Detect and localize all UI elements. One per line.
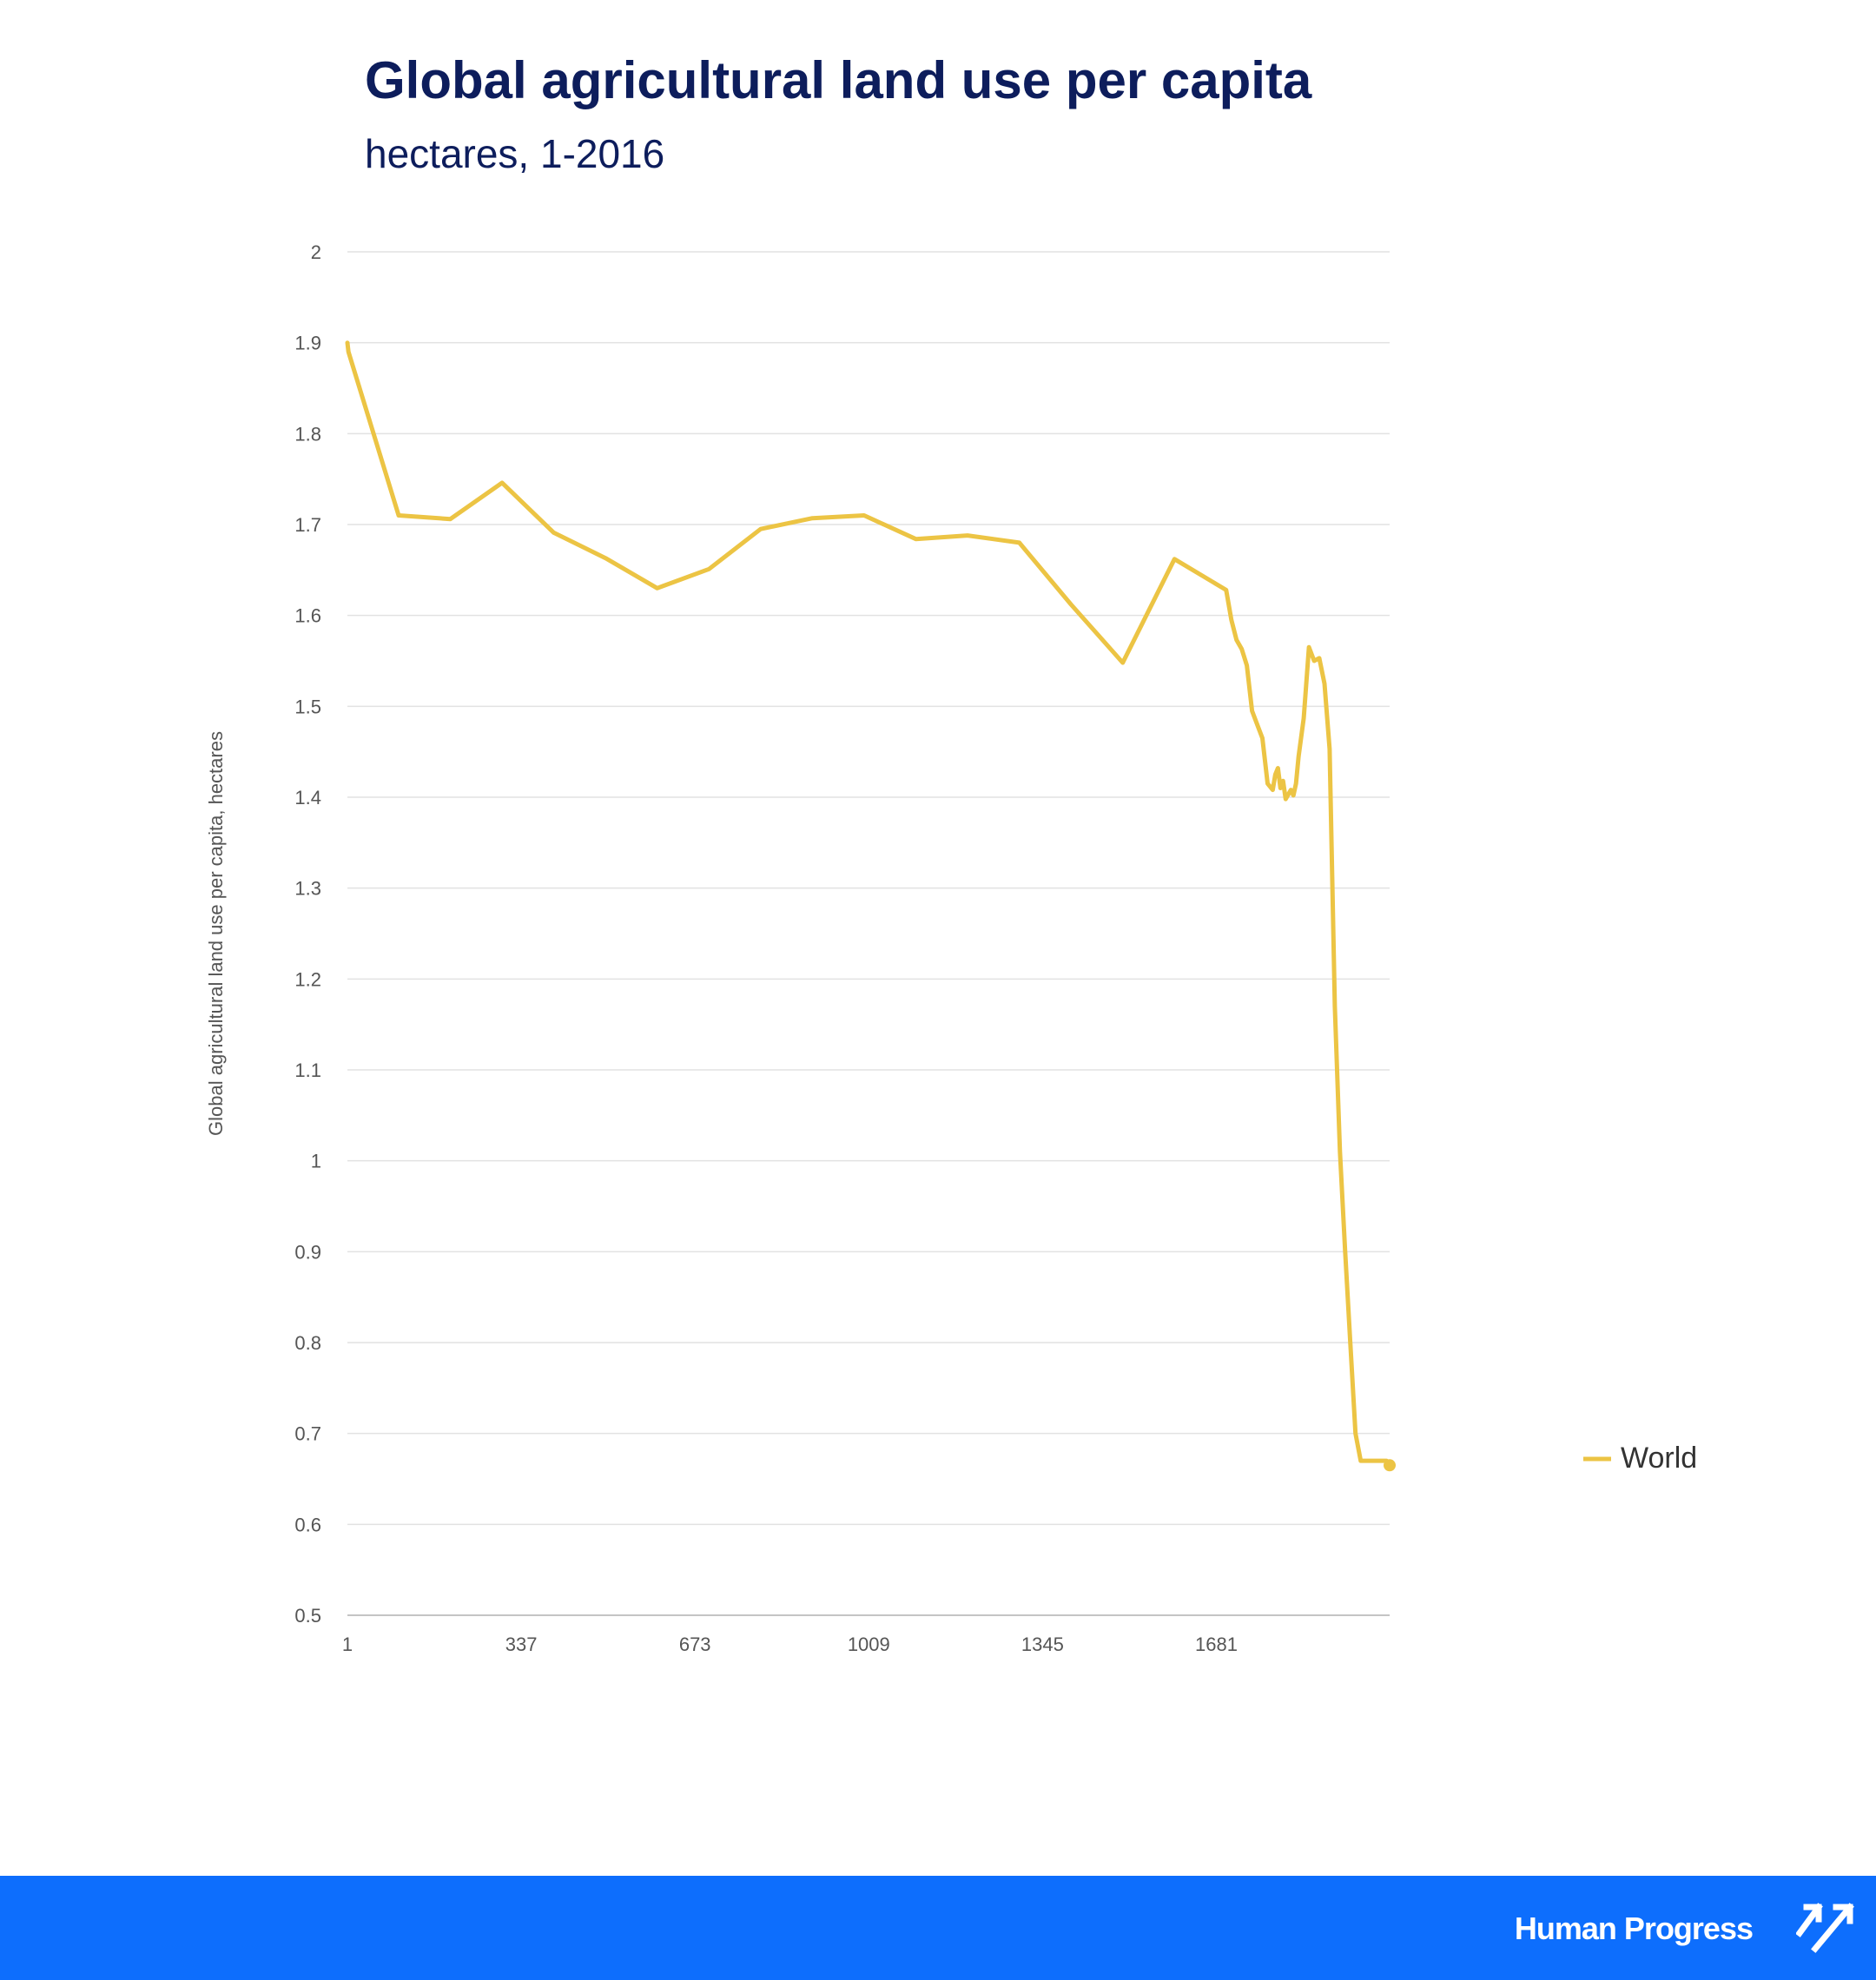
series-line-world[interactable] (345, 340, 1392, 1468)
x-tick-label: 673 (679, 1634, 711, 1655)
y-tick-label: 1 (311, 1151, 321, 1172)
x-tick-label: 1009 (848, 1634, 890, 1655)
x-tick-label: 337 (505, 1634, 538, 1655)
legend[interactable]: World (1583, 1442, 1697, 1475)
y-tick-label: 0.6 (294, 1514, 321, 1535)
x-tick-label: 1681 (1195, 1634, 1238, 1655)
y-tick-label: 0.8 (294, 1332, 321, 1354)
y-tick-label: 1.3 (294, 878, 321, 900)
series-group (345, 340, 1396, 1472)
y-tick-label: 1.9 (294, 333, 321, 354)
x-axis-tick-labels: 1 337 673 1009 1345 1681 (342, 1634, 1238, 1655)
y-axis-tick-labels: 0.5 0.6 0.7 0.8 0.9 1 1.1 1.2 1.3 1.4 1.5 1.6 1.7 1.8… (294, 241, 321, 1627)
y-tick-label: 0.7 (294, 1423, 321, 1445)
y-tick-label: 1.6 (294, 605, 321, 627)
chart-subtitle: hectares, 1-2016 (365, 131, 665, 176)
legend-label-world: World (1621, 1442, 1697, 1475)
y-tick-label: 2 (311, 241, 321, 263)
y-tick-label: 0.9 (294, 1241, 321, 1263)
y-tick-label: 1.8 (294, 423, 321, 445)
y-tick-label: 1.2 (294, 968, 321, 990)
x-tick-label: 1345 (1021, 1634, 1064, 1655)
y-tick-label: 1.4 (294, 787, 321, 808)
footer-bar: Human Progress (0, 1876, 1876, 1980)
x-tick-label: 1 (342, 1634, 353, 1655)
double-arrow-up-right-icon[interactable] (1796, 1898, 1857, 1956)
y-tick-label: 1.1 (294, 1059, 321, 1081)
series-endpoint-marker[interactable] (1384, 1459, 1396, 1472)
y-axis-label: Global agricultural land use per capita,… (205, 731, 227, 1136)
chart-title: Global agricultural land use per capita (365, 51, 1312, 109)
y-tick-label: 1.5 (294, 696, 321, 717)
line-chart: 0.5 0.6 0.7 0.8 0.9 1 1.1 1.2 1.3 1.4 1.5 1.6 1.7 1.8… (205, 241, 1697, 1655)
gridlines (347, 251, 1390, 1616)
y-tick-label: 0.5 (294, 1605, 321, 1627)
y-tick-label: 1.7 (294, 514, 321, 536)
brand-name[interactable]: Human Progress (1514, 1911, 1754, 1946)
